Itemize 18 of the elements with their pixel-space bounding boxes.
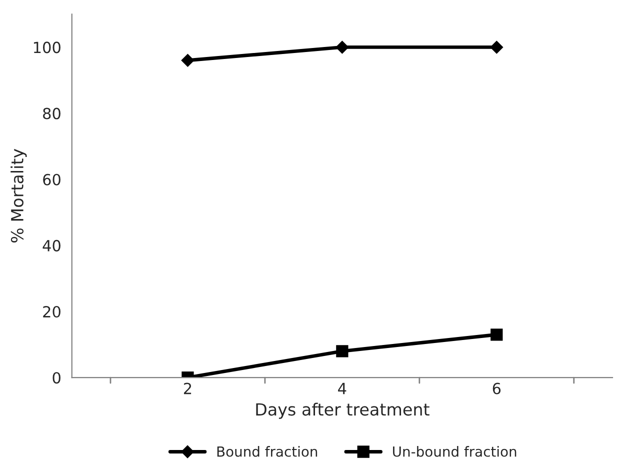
y-tick-label: 80 — [43, 108, 60, 120]
x-tick-label: 4 — [338, 382, 346, 394]
y-tick-label: 60 — [43, 174, 60, 186]
x-tick-label: 6 — [492, 382, 501, 394]
x-axis-title: Days after treatment — [256, 402, 430, 419]
point — [336, 345, 348, 358]
y-axis-title: % Mortality — [10, 148, 27, 242]
legend-label: Un-bound fraction — [393, 446, 516, 457]
point — [490, 328, 503, 341]
y-tick-label: 100 — [34, 42, 60, 54]
y-tick-label: 40 — [42, 240, 60, 252]
x-tick-label: 2 — [184, 382, 192, 394]
legend-label: Bound fraction — [217, 446, 318, 457]
point — [181, 54, 194, 67]
point — [490, 40, 504, 54]
y-tick-label: 20 — [43, 306, 60, 318]
point — [336, 40, 349, 54]
y-tick-label: 0 — [52, 372, 60, 384]
